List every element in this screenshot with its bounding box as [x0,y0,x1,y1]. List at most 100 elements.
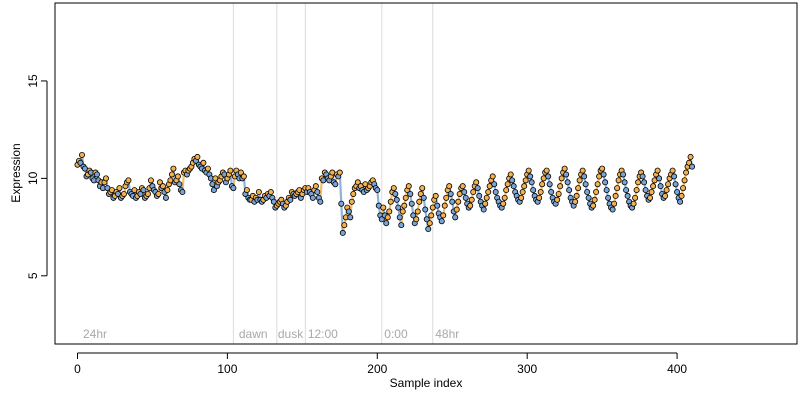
data-point-249 [447,190,454,197]
data-point-320 [554,196,561,203]
data-point-393 [663,187,670,194]
data-point-248 [446,183,453,190]
data-point-246 [443,194,450,201]
data-point-60 [164,187,171,194]
data-point-234 [425,226,432,233]
data-point-252 [452,214,459,221]
data-point-344 [590,202,597,209]
data-point-257 [459,183,466,190]
data-point-361 [615,177,622,184]
data-point-207 [384,214,391,221]
data-point-49 [147,177,154,184]
data-point-394 [665,181,672,188]
data-point-121 [255,189,262,196]
phase-lines [232,3,434,344]
data-point-392 [662,192,669,199]
y-tick-label-2: 15 [26,74,40,88]
data-point-243 [438,218,445,225]
data-point-313 [543,167,550,174]
data-point-400 [674,189,681,196]
y-axis: 5 10 15 [26,74,48,279]
data-point-347 [594,181,601,188]
data-point-31 [120,190,127,197]
data-point-406 [683,169,690,176]
data-point-262 [467,202,474,209]
data-point-250 [449,198,456,205]
data-point-296 [518,194,525,201]
data-point-298 [521,183,528,190]
data-point-284 [500,200,507,207]
data-point-2 [77,159,84,166]
data-point-230 [419,185,426,192]
phase-label-2: dusk [278,327,304,341]
data-point-364 [620,171,627,178]
data-point-159 [312,183,319,190]
data-point-266 [473,179,480,186]
data-point-244 [440,212,447,219]
data-point-263 [468,196,475,203]
phase-label-3: 12:00 [308,327,338,341]
data-point-219 [402,194,409,201]
data-point-253 [453,206,460,213]
data-point-178 [341,222,348,229]
data-point-383 [648,189,655,196]
data-point-387 [654,167,661,174]
data-point-268 [476,192,483,199]
y-axis-title: Expression [9,143,23,202]
data-point-277 [489,173,496,180]
data-point-235 [426,220,433,227]
data-point-326 [563,171,570,178]
data-point-328 [566,187,573,194]
data-point-374 [635,179,642,186]
data-point-338 [581,173,588,180]
data-point-28 [116,185,123,192]
data-point-223 [408,200,415,207]
data-point-301 [525,167,532,174]
data-point-226 [413,216,420,223]
data-point-325 [561,165,568,172]
data-point-397 [669,167,676,174]
data-point-388 [656,175,663,182]
data-point-258 [461,189,468,196]
data-point-245 [441,202,448,209]
data-point-215 [396,214,403,221]
data-point-309 [537,189,544,196]
data-point-272 [482,200,489,207]
data-point-67 [174,173,181,180]
data-point-350 [599,165,606,172]
data-point-279 [492,189,499,196]
data-point-19 [102,175,109,182]
data-point-379 [642,187,649,194]
data-point-398 [671,173,678,180]
data-point-285 [501,194,508,201]
data-point-157 [309,194,316,201]
y-tick-label-0: 5 [26,272,40,279]
data-point-64 [170,165,177,172]
data-point-200 [374,187,381,194]
data-point-314 [545,173,552,180]
data-point-382 [647,194,654,201]
data-point-402 [677,198,684,205]
data-point-104 [230,185,237,192]
data-point-354 [605,194,612,201]
data-point-172 [332,181,339,188]
data-point-211 [390,185,397,192]
data-point-129 [267,189,274,196]
data-point-63 [168,171,175,178]
y-tick-label-1: 10 [26,171,40,185]
data-point-113 [243,187,250,194]
data-point-384 [650,183,657,190]
data-point-240 [434,202,441,209]
data-point-333 [573,192,580,199]
data-point-111 [240,173,247,180]
data-point-378 [641,179,648,186]
phase-label-0: 24hr [83,327,107,341]
data-point-357 [609,206,616,213]
data-point-236 [428,212,435,219]
data-point-410 [689,163,696,170]
data-point-404 [680,185,687,192]
data-point-232 [422,206,429,213]
data-point-316 [548,189,555,196]
data-point-274 [485,189,492,196]
data-point-216 [398,222,405,229]
